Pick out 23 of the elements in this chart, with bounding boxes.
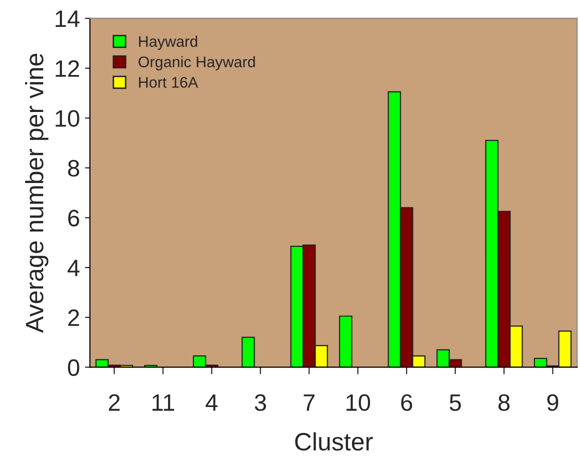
y-tick-label: 10 (56, 110, 80, 127)
y-tick-label: 2 (68, 309, 79, 326)
legend-label: Hort 16A (139, 76, 198, 88)
x-tick-label: 3 (254, 394, 266, 411)
y-tick-label: 6 (68, 210, 80, 226)
x-axis-title: Cluster (295, 432, 373, 451)
y-tick-label: 8 (68, 160, 80, 177)
y-tick-label: 14 (56, 10, 80, 27)
y-tick-label: 12 (56, 60, 79, 77)
legend-label: Organic Hayward (138, 56, 255, 70)
x-tick-label: 10 (346, 394, 370, 411)
y-axis-title: Average number per vine (25, 54, 48, 333)
x-tick-label: 5 (450, 394, 461, 411)
x-tick-label: 9 (547, 394, 558, 411)
x-tick-label: 2 (108, 394, 120, 411)
legend-label: Hayward (139, 36, 198, 50)
y-tick-label: 0 (68, 359, 80, 376)
x-tick-label: 8 (498, 394, 510, 411)
x-tick-label: 11 (152, 394, 174, 411)
x-tick-label: 6 (401, 394, 412, 411)
x-tick-label: 4 (206, 394, 218, 411)
y-tick-label: 4 (68, 260, 80, 276)
x-tick-label: 7 (304, 394, 315, 411)
